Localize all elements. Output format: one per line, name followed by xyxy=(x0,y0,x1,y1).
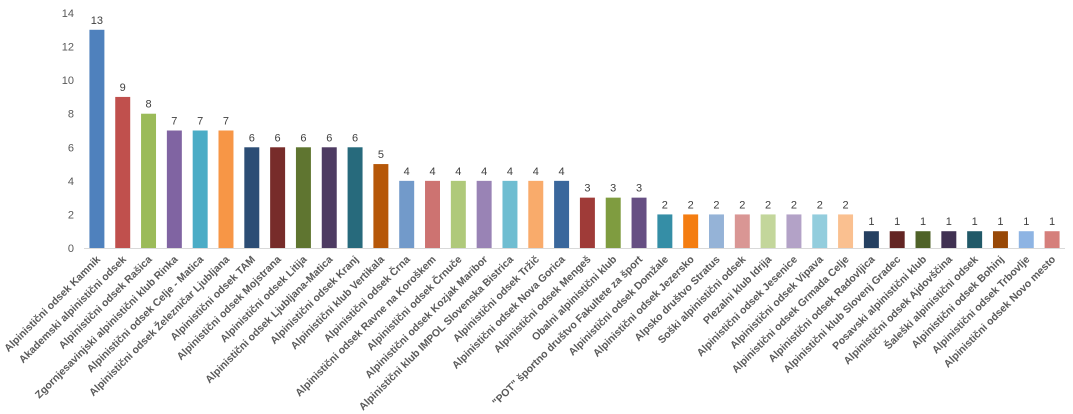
bar xyxy=(605,197,621,248)
bar xyxy=(192,130,208,248)
bar xyxy=(166,130,182,248)
data-label: 6 xyxy=(326,132,332,144)
data-label: 1 xyxy=(920,216,926,228)
bar xyxy=(863,231,879,248)
bar xyxy=(838,214,854,248)
bar xyxy=(709,214,724,248)
data-label: 6 xyxy=(352,132,358,144)
data-label: 4 xyxy=(533,166,539,178)
data-label: 9 xyxy=(120,82,126,94)
bar xyxy=(734,214,750,248)
data-label: 4 xyxy=(481,166,487,178)
bar xyxy=(812,214,828,248)
bar xyxy=(683,214,699,248)
bar xyxy=(554,180,570,248)
bar xyxy=(528,180,544,248)
data-label: 1 xyxy=(868,216,874,228)
data-label: 6 xyxy=(275,132,281,144)
bar xyxy=(399,180,415,248)
data-label: 1 xyxy=(997,216,1003,228)
y-tick-label: 4 xyxy=(68,176,74,188)
bar xyxy=(270,147,286,248)
data-label: 1 xyxy=(894,216,900,228)
bar xyxy=(915,231,931,248)
data-label: 4 xyxy=(507,166,513,178)
bar xyxy=(450,180,466,248)
data-label: 7 xyxy=(171,116,177,128)
data-label: 6 xyxy=(300,132,306,144)
bar xyxy=(373,164,389,248)
bar xyxy=(941,231,957,248)
bar xyxy=(786,214,802,248)
data-label: 5 xyxy=(378,149,384,161)
data-label: 1 xyxy=(972,216,978,228)
data-label: 2 xyxy=(739,199,745,211)
data-label: 6 xyxy=(249,132,255,144)
bar xyxy=(141,113,157,248)
data-label: 13 xyxy=(91,15,103,27)
data-label: 1 xyxy=(946,216,952,228)
data-label: 4 xyxy=(455,166,461,178)
bar xyxy=(347,147,363,248)
data-label: 2 xyxy=(688,199,694,211)
data-label: 3 xyxy=(636,183,642,195)
bar xyxy=(889,231,905,248)
y-axis-ticks: 0 2 4 6 8 10 12 14 xyxy=(62,8,74,255)
data-label: 2 xyxy=(817,199,823,211)
bar xyxy=(967,231,983,248)
y-tick-label: 2 xyxy=(68,209,74,221)
bar xyxy=(760,214,776,248)
y-tick-label: 6 xyxy=(68,142,74,154)
bar xyxy=(579,197,595,248)
bars-group xyxy=(89,29,1060,248)
bar xyxy=(295,147,311,248)
bar xyxy=(218,130,234,248)
data-label: 2 xyxy=(662,199,668,211)
bar xyxy=(631,197,647,248)
bar xyxy=(115,96,131,248)
data-label: 3 xyxy=(610,183,616,195)
data-label: 2 xyxy=(843,199,849,211)
data-label: 7 xyxy=(197,116,203,128)
data-label: 7 xyxy=(223,116,229,128)
bar xyxy=(1044,231,1060,248)
data-label: 4 xyxy=(404,166,410,178)
data-label: 2 xyxy=(791,199,797,211)
data-label: 1 xyxy=(1049,216,1055,228)
bar xyxy=(476,180,492,248)
y-tick-label: 12 xyxy=(62,42,74,54)
bar xyxy=(657,214,673,248)
y-tick-label: 10 xyxy=(62,75,74,87)
data-label: 4 xyxy=(429,166,435,178)
data-label: 4 xyxy=(559,166,565,178)
bar xyxy=(1018,231,1034,248)
bar xyxy=(502,180,518,248)
data-label: 1 xyxy=(1023,216,1029,228)
bar xyxy=(992,231,1008,248)
data-label: 2 xyxy=(713,199,719,211)
y-tick-label: 0 xyxy=(68,243,74,255)
y-tick-label: 8 xyxy=(68,109,74,121)
data-labels-group: 13 9 8 7 7 7 6 6 6 6 6 5 4 4 4 4 4 4 4 3 3 3 2 2 2 2 2 2 2 2 1 1 1 1 1 1 1 1 xyxy=(91,15,1055,228)
bar xyxy=(89,29,105,248)
data-label: 8 xyxy=(145,99,151,111)
bar xyxy=(425,180,440,248)
data-label: 2 xyxy=(765,199,771,211)
data-label: 3 xyxy=(584,183,590,195)
bar xyxy=(244,147,260,248)
bar xyxy=(321,147,337,248)
y-tick-label: 14 xyxy=(62,8,74,20)
